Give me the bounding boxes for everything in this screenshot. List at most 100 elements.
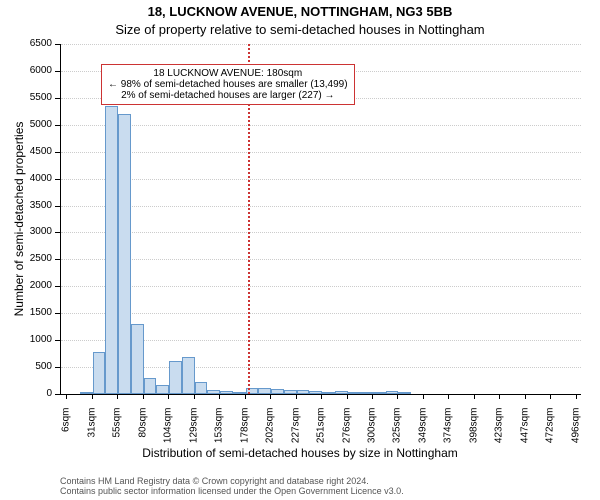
x-tick-label: 251sqm [316,408,327,458]
x-tick-label: 178sqm [239,408,250,458]
x-tick [92,394,93,399]
y-tick [55,232,60,233]
y-tick [55,152,60,153]
histogram-bar [398,392,411,394]
histogram-bar [156,385,169,394]
x-tick [270,394,271,399]
histogram-bar [373,392,386,394]
x-tick [474,394,475,399]
y-tick-label: 4000 [12,173,52,184]
x-tick [168,394,169,399]
histogram-bar [169,361,182,394]
x-tick [347,394,348,399]
annotation-box: 18 LUCKNOW AVENUE: 180sqm← 98% of semi-d… [101,64,355,105]
y-tick-label: 5000 [12,119,52,130]
y-tick [55,394,60,395]
x-tick [397,394,398,399]
y-tick-label: 2000 [12,280,52,291]
x-tick [194,394,195,399]
y-tick [55,259,60,260]
x-tick-label: 80sqm [137,408,148,458]
histogram-bar [220,391,233,394]
y-tick-label: 4500 [12,146,52,157]
x-tick-label: 227sqm [290,408,301,458]
y-tick-label: 0 [12,388,52,399]
gridline [61,232,581,233]
x-tick-label: 496sqm [570,408,581,458]
x-tick-label: 374sqm [443,408,454,458]
gridline [61,259,581,260]
x-tick-label: 202sqm [265,408,276,458]
x-tick-label: 153sqm [214,408,225,458]
y-tick [55,313,60,314]
annotation-line: 18 LUCKNOW AVENUE: 180sqm [108,68,348,79]
histogram-bar [118,114,131,394]
x-tick [576,394,577,399]
x-tick-label: 325sqm [392,408,403,458]
y-tick [55,286,60,287]
x-tick-label: 129sqm [188,408,199,458]
x-tick [372,394,373,399]
histogram-bar [105,106,118,394]
x-tick [423,394,424,399]
y-tick-label: 2500 [12,253,52,264]
x-tick-label: 447sqm [519,408,530,458]
x-tick [219,394,220,399]
histogram-bar [131,324,144,394]
x-tick [525,394,526,399]
x-tick-label: 349sqm [417,408,428,458]
y-tick-label: 5500 [12,92,52,103]
histogram-bar [195,382,208,394]
chart-title-desc: Size of property relative to semi-detach… [0,22,600,37]
x-tick-label: 423sqm [494,408,505,458]
gridline [61,206,581,207]
gridline [61,152,581,153]
gridline [61,179,581,180]
y-tick [55,71,60,72]
gridline [61,44,581,45]
histogram-plot-area: 18 LUCKNOW AVENUE: 180sqm← 98% of semi-d… [60,44,581,395]
y-tick [55,125,60,126]
annotation-line: ← 98% of semi-detached houses are smalle… [108,79,348,90]
gridline [61,313,581,314]
y-tick [55,44,60,45]
y-tick [55,179,60,180]
annotation-line: 2% of semi-detached houses are larger (2… [108,90,348,101]
x-tick-label: 472sqm [545,408,556,458]
attribution-text: Contains HM Land Registry data © Crown c… [60,476,404,496]
y-tick [55,340,60,341]
x-tick-label: 104sqm [163,408,174,458]
x-tick-label: 31sqm [86,408,97,458]
y-tick-label: 1500 [12,307,52,318]
x-tick-label: 300sqm [367,408,378,458]
gridline [61,286,581,287]
attribution-line-2: Contains public sector information licen… [60,486,404,496]
y-tick [55,367,60,368]
x-tick-label: 398sqm [468,408,479,458]
x-tick [245,394,246,399]
histogram-bar [93,352,106,394]
gridline [61,125,581,126]
x-tick [143,394,144,399]
histogram-bar [144,378,157,394]
y-tick-label: 6000 [12,65,52,76]
x-tick-label: 6sqm [61,408,72,458]
attribution-line-1: Contains HM Land Registry data © Crown c… [60,476,404,486]
y-tick [55,206,60,207]
y-tick [55,98,60,99]
x-tick [296,394,297,399]
x-tick [321,394,322,399]
y-tick-label: 1000 [12,334,52,345]
histogram-bar [297,390,310,394]
x-tick [448,394,449,399]
y-tick-label: 3000 [12,226,52,237]
histogram-bar [271,389,284,394]
x-tick [66,394,67,399]
y-tick-label: 3500 [12,200,52,211]
y-tick-label: 6500 [12,38,52,49]
x-tick [499,394,500,399]
x-tick-label: 55sqm [112,408,123,458]
x-tick [550,394,551,399]
chart-title-address: 18, LUCKNOW AVENUE, NOTTINGHAM, NG3 5BB [0,4,600,19]
x-tick [117,394,118,399]
